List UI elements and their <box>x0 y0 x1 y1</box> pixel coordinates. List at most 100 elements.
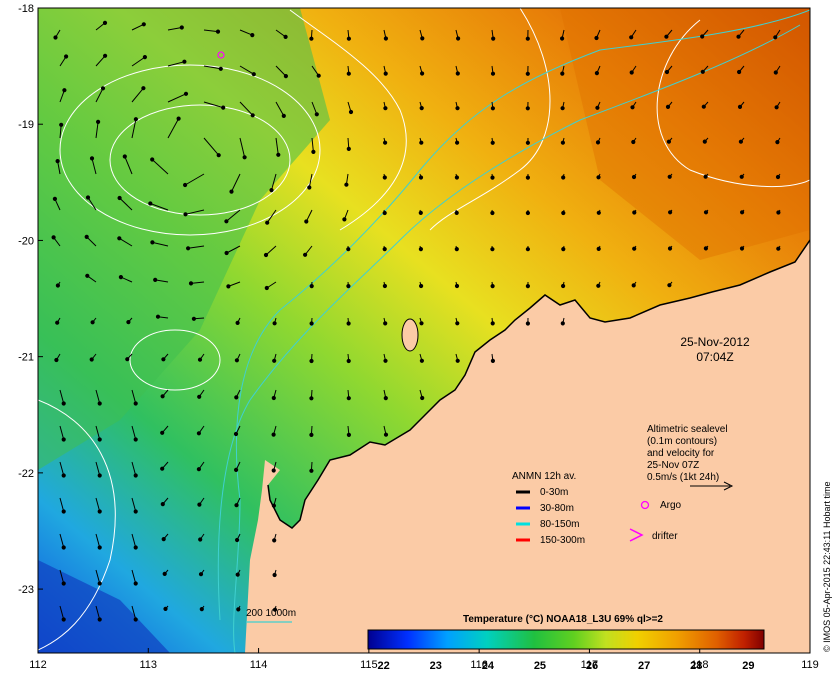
sealevel-contours <box>38 8 810 651</box>
velocity-arrow-head <box>739 174 744 179</box>
velocity-arrow-head <box>454 175 459 180</box>
velocity-arrow-head <box>560 71 565 76</box>
velocity-arrow-head <box>303 252 308 257</box>
velocity-arrow-head <box>776 210 781 215</box>
velocity-arrow-head <box>346 432 351 437</box>
velocity-arrow-head <box>264 285 269 291</box>
velocity-arrow <box>95 461 101 476</box>
velocity-arrow-head <box>196 431 201 436</box>
velocity-arrow-head <box>271 503 276 508</box>
velocity-arrow-head <box>55 283 61 288</box>
velocity-arrow-head <box>61 437 66 442</box>
velocity-arrow-head <box>774 105 779 110</box>
velocity-arrow-head <box>596 210 601 215</box>
velocity-arrow-head <box>419 106 424 111</box>
altimetry-line-5: 0.5m/s (1kt 24h) <box>647 472 719 483</box>
mooring-legend-label: 30-80m <box>540 503 574 514</box>
velocity-arrow-head <box>561 247 566 252</box>
velocity-arrow-head <box>61 581 66 586</box>
velocity-arrow-head <box>561 283 566 289</box>
velocity-arrow <box>184 173 205 186</box>
velocity-arrow-head <box>309 468 314 473</box>
velocity-arrow-head <box>490 140 495 145</box>
altimetry-note: Altimetric sealevel (0.1m contours) and … <box>647 424 734 491</box>
velocity-arrow-head <box>97 473 102 478</box>
x-tick-label: 118 <box>691 659 709 671</box>
velocity-arrow <box>57 161 61 175</box>
velocity-arrow-head <box>525 36 530 41</box>
velocity-arrow-head <box>595 140 601 145</box>
velocity-arrow-head <box>490 71 496 76</box>
velocity-arrow-head <box>85 273 90 278</box>
velocity-arrow-head <box>182 59 187 64</box>
velocity-arrow-head <box>420 36 425 41</box>
velocity-arrow-head <box>525 106 530 111</box>
velocity-arrow-head <box>118 275 124 280</box>
velocity-arrow-head <box>100 86 106 91</box>
velocity-arrow-head <box>235 572 240 577</box>
colorbar-tick-label: 24 <box>482 660 495 672</box>
velocity-arrow <box>167 118 180 139</box>
velocity-arrow <box>305 209 313 222</box>
colorbar-tick-label: 28 <box>690 660 702 672</box>
velocity-arrow-head <box>454 283 460 289</box>
y-tick-label: -22 <box>18 468 34 480</box>
velocity-arrow-head <box>664 69 670 75</box>
velocity-arrow-head <box>596 246 601 251</box>
y-axis: -18 -19 -20 -21 -22 -23 <box>18 3 43 596</box>
velocity-arrow <box>226 245 241 254</box>
velocity-arrow-head <box>525 321 531 326</box>
scale-arrow-head <box>723 481 734 491</box>
cold-water-patch <box>38 560 170 653</box>
velocity-arrow-head <box>632 210 637 215</box>
drifter-legend-label: drifter <box>652 531 678 542</box>
velocity-arrow-head <box>668 210 673 215</box>
colorbar-tick-label: 23 <box>430 660 442 672</box>
velocity-arrow-head <box>229 189 234 194</box>
velocity-arrow-head <box>141 86 146 91</box>
velocity-arrow-head <box>234 467 239 472</box>
velocity-arrow-head <box>103 53 108 58</box>
velocity-arrow-head <box>160 502 165 507</box>
velocity-arrow <box>131 87 144 103</box>
velocity-arrow-head <box>160 430 165 435</box>
velocity-arrow-head <box>265 220 270 225</box>
velocity-arrow-head <box>89 156 95 161</box>
velocity-arrow-head <box>594 71 600 76</box>
velocity-arrow-head <box>346 146 351 151</box>
velocity-arrow-head <box>188 281 194 286</box>
velocity-arrow-head <box>199 607 204 612</box>
velocity-arrow-head <box>525 284 531 289</box>
velocity-arrow-head <box>525 175 531 180</box>
velocity-arrow-head <box>263 252 269 258</box>
velocity-arrow-head <box>667 283 672 288</box>
mooring-legend-item-1: 30-80m <box>516 503 574 514</box>
velocity-arrow <box>308 173 313 188</box>
velocity-arrow <box>150 203 169 211</box>
y-tick-label: -20 <box>18 235 34 247</box>
x-tick-label: 119 <box>801 659 819 671</box>
velocity-arrow-head <box>666 139 672 144</box>
velocity-arrow-head <box>525 140 531 145</box>
velocity-arrow-head <box>383 396 388 401</box>
velocity-arrow-head <box>383 36 388 41</box>
velocity-arrow-head <box>596 175 601 180</box>
velocity-arrow-head <box>309 284 314 289</box>
velocity-arrow-head <box>162 571 167 577</box>
x-tick-label: 117 <box>581 659 599 671</box>
velocity-arrow-head <box>560 140 566 145</box>
colorbar-title: Temperature (°C) NOAA18_L3U 69% ql>=2 <box>463 614 663 625</box>
velocity-arrow-head <box>55 320 60 325</box>
velocity-arrow <box>131 56 146 67</box>
velocity-arrow-head <box>51 235 56 240</box>
velocity-arrow-head <box>525 71 530 76</box>
velocity-arrow-head <box>271 468 276 473</box>
colorbar-ticks: 22 23 24 25 26 27 28 29 <box>378 660 755 672</box>
velocity-arrow-head <box>61 617 66 622</box>
velocity-arrow <box>95 55 106 67</box>
velocity-arrow <box>275 137 279 155</box>
velocity-arrow-head <box>737 104 743 110</box>
velocity-arrow-head <box>342 217 347 222</box>
colorbar-tick-label: 22 <box>378 660 390 672</box>
